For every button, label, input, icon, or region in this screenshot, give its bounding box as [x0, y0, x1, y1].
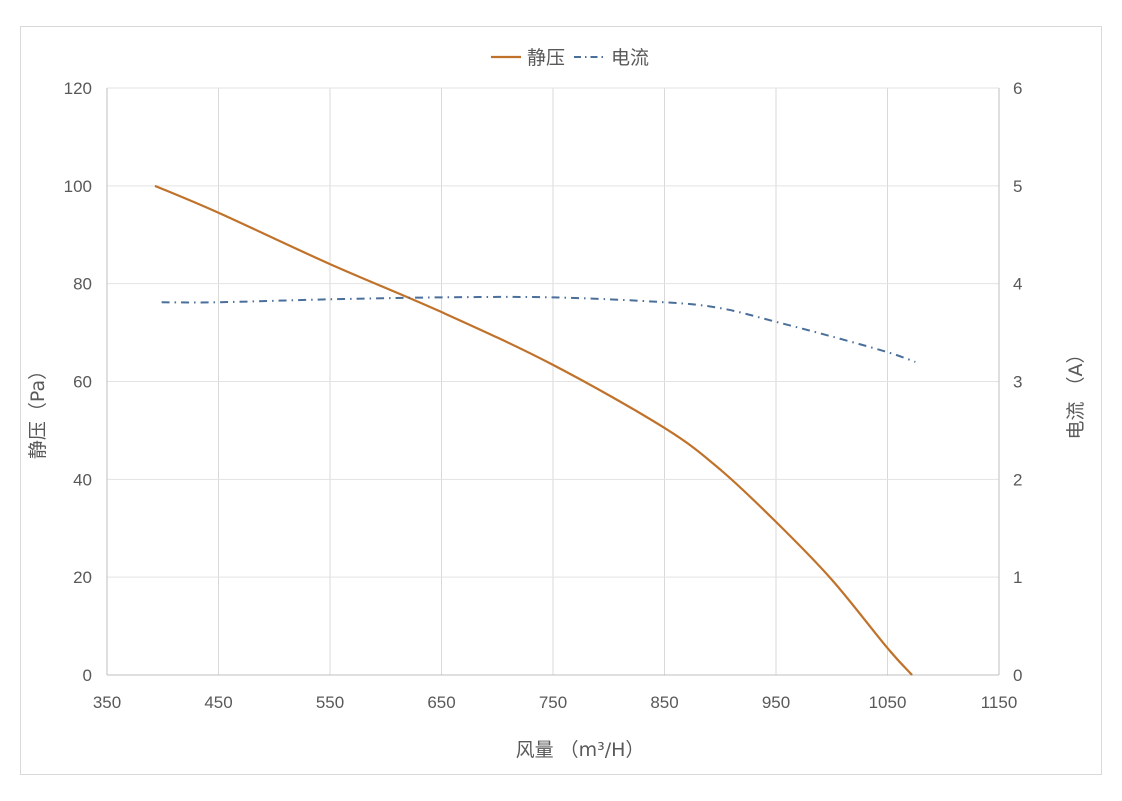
y2-tick-label: 5 — [1013, 177, 1022, 196]
y2-tick-label: 4 — [1013, 275, 1022, 294]
y2-tick-label: 3 — [1013, 373, 1022, 392]
y-tick-label: 60 — [73, 373, 92, 392]
static-pressure-line — [154, 184, 913, 676]
x-axis-title: 风量 （m³/H） — [516, 739, 645, 761]
x-tick-label: 550 — [316, 693, 344, 712]
plot-area — [106, 88, 1000, 676]
y2-tick-label: 1 — [1013, 568, 1022, 587]
y-tick-label: 0 — [83, 666, 92, 685]
x-tick-label: 650 — [427, 693, 455, 712]
x-tick-label: 1050 — [869, 693, 907, 712]
y2-axis-title: 电流 （A） — [1065, 344, 1087, 439]
x-tick-label: 450 — [204, 693, 232, 712]
y-tick-label: 40 — [73, 470, 92, 489]
legend: 静压 电流 — [491, 47, 649, 69]
y2-tick-label: 6 — [1013, 79, 1022, 98]
x-tick-label: 950 — [762, 693, 790, 712]
y2-axis-ticks: 0 1 2 3 4 5 6 — [1013, 79, 1022, 685]
x-tick-label: 850 — [650, 693, 678, 712]
x-tick-label: 750 — [539, 693, 567, 712]
y-tick-label: 120 — [64, 79, 92, 98]
series-lines — [154, 184, 916, 676]
y-axis-title: 静压（Pa） — [27, 361, 49, 459]
chart-frame — [20, 26, 1102, 775]
gridlines — [107, 87, 999, 675]
legend-label-current: 电流 — [611, 47, 649, 69]
y2-tick-label: 2 — [1013, 470, 1022, 489]
x-tick-label: 1150 — [981, 693, 1018, 712]
y2-tick-label: 0 — [1013, 666, 1022, 685]
y-axis-ticks: 0 20 40 60 80 100 120 — [64, 79, 92, 685]
legend-label-static-pressure: 静压 — [527, 47, 565, 69]
current-line — [161, 295, 916, 363]
y-tick-label: 100 — [64, 177, 92, 196]
x-axis-ticks: 350 450 550 650 750 850 950 1050 1150 — [93, 693, 1017, 712]
y-tick-label: 20 — [73, 568, 92, 587]
x-tick-label: 350 — [93, 693, 121, 712]
y-tick-label: 80 — [73, 275, 92, 294]
